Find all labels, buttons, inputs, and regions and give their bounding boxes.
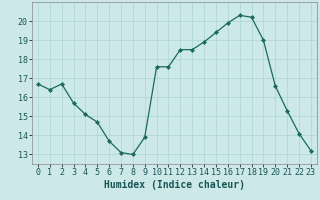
X-axis label: Humidex (Indice chaleur): Humidex (Indice chaleur) [104, 180, 245, 190]
